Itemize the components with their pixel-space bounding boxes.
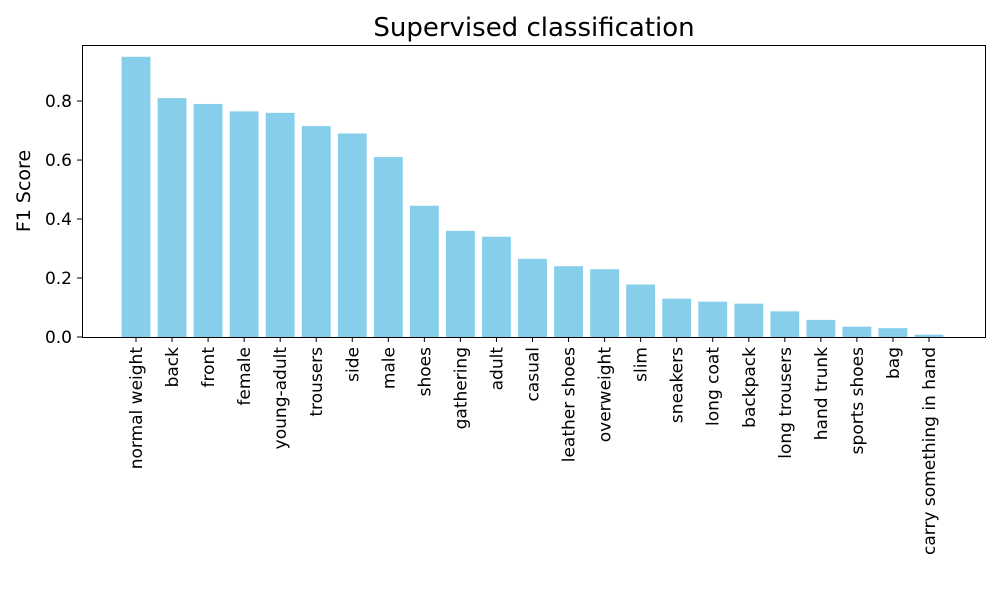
x-tick-label: bag — [884, 347, 904, 379]
bar-normal-weight — [121, 56, 151, 338]
x-tick-label: backpack — [740, 347, 760, 428]
x-tick-label: trousers — [307, 347, 327, 417]
bar-male — [373, 157, 403, 337]
x-tick-label: sneakers — [668, 347, 688, 423]
x-tick-label: side — [343, 347, 363, 382]
bar-young-adult — [265, 112, 295, 337]
x-tick-label: adult — [487, 347, 507, 391]
bar-backpack — [734, 303, 764, 337]
bar-bag — [878, 328, 908, 337]
bar-hand-trunk — [806, 319, 836, 337]
y-tick-label: 0.0 — [45, 328, 72, 348]
x-tick-label: front — [199, 347, 219, 388]
y-tick-label: 0.8 — [45, 92, 72, 112]
bar-gathering — [445, 230, 475, 337]
bar-trousers — [301, 126, 331, 337]
x-tick-label: sports shoes — [848, 347, 868, 454]
x-tick-label: shoes — [415, 347, 435, 396]
x-tick-label: leather shoes — [560, 347, 580, 462]
y-tick-label: 0.2 — [45, 269, 72, 289]
bar-side — [337, 133, 367, 337]
x-tick-label: young-adult — [271, 347, 291, 450]
x-tick-label: female — [235, 347, 255, 406]
bar-carry-something-in-hand — [914, 334, 944, 337]
x-tick-label: slim — [632, 347, 652, 382]
bars-group — [121, 56, 944, 338]
x-tick-label: long coat — [704, 347, 724, 426]
x-tick-label: overweight — [596, 347, 616, 443]
x-tick-label: gathering — [451, 347, 471, 429]
x-tick-label: casual — [524, 347, 544, 402]
x-tick-label: normal weight — [127, 347, 147, 470]
bar-back — [157, 98, 187, 337]
y-axis-label: F1 Score — [13, 150, 35, 232]
x-tick-label: long trousers — [776, 347, 796, 459]
y-tick-label: 0.4 — [45, 210, 72, 230]
bar-shoes — [409, 205, 439, 337]
bar-casual — [518, 258, 547, 337]
plot-frame — [82, 45, 986, 338]
x-tick-label: carry something in hand — [920, 347, 940, 555]
bar-front — [193, 103, 223, 338]
bar-adult — [482, 236, 511, 337]
bar-long-trousers — [770, 311, 800, 337]
bar-long-coat — [698, 301, 728, 337]
bar-sports-shoes — [842, 326, 872, 337]
y-tick-label: 0.6 — [45, 151, 72, 171]
bar-sneakers — [662, 298, 692, 337]
x-tick-label: male — [379, 347, 399, 389]
x-tick-label: hand trunk — [812, 347, 832, 440]
x-axis-ticks: normal weight back front female young-adult t… — [127, 337, 940, 555]
bar-leather-shoes — [554, 266, 583, 337]
bar-overweight — [590, 269, 620, 337]
x-tick-label: back — [163, 347, 183, 388]
bar-female — [229, 111, 259, 337]
chart-title: Supervised classification — [373, 13, 694, 43]
bar-slim — [626, 284, 656, 337]
y-axis-ticks: 0.0 0.2 0.4 0.6 0.8 — [45, 92, 82, 348]
